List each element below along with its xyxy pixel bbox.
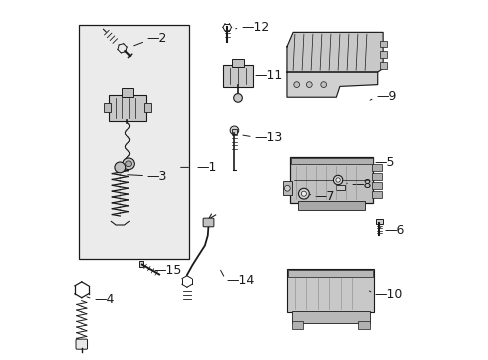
FancyBboxPatch shape bbox=[371, 173, 381, 180]
Circle shape bbox=[320, 82, 326, 87]
FancyBboxPatch shape bbox=[223, 65, 252, 87]
FancyBboxPatch shape bbox=[231, 59, 244, 67]
Text: —13: —13 bbox=[254, 131, 282, 144]
FancyBboxPatch shape bbox=[380, 51, 386, 58]
FancyBboxPatch shape bbox=[290, 158, 372, 164]
Text: —10: —10 bbox=[374, 288, 403, 301]
Text: —8: —8 bbox=[351, 178, 371, 191]
Circle shape bbox=[230, 126, 238, 135]
Circle shape bbox=[115, 162, 125, 173]
FancyBboxPatch shape bbox=[380, 41, 386, 47]
Bar bbox=[79, 25, 188, 259]
FancyBboxPatch shape bbox=[358, 321, 369, 329]
Text: —1: —1 bbox=[196, 161, 216, 174]
Circle shape bbox=[293, 82, 299, 87]
FancyBboxPatch shape bbox=[122, 88, 133, 97]
Circle shape bbox=[335, 178, 340, 182]
FancyBboxPatch shape bbox=[144, 103, 151, 112]
FancyBboxPatch shape bbox=[291, 321, 303, 329]
Text: —7: —7 bbox=[314, 190, 334, 203]
Text: —2: —2 bbox=[146, 32, 166, 45]
Circle shape bbox=[125, 161, 131, 167]
FancyBboxPatch shape bbox=[371, 191, 381, 198]
Text: —12: —12 bbox=[241, 21, 268, 33]
Circle shape bbox=[333, 175, 342, 185]
Circle shape bbox=[122, 158, 134, 170]
Text: —9: —9 bbox=[375, 90, 395, 103]
FancyBboxPatch shape bbox=[289, 157, 373, 203]
Circle shape bbox=[306, 82, 311, 87]
Polygon shape bbox=[286, 72, 377, 97]
Circle shape bbox=[284, 185, 289, 191]
Text: —11: —11 bbox=[254, 69, 282, 82]
Circle shape bbox=[301, 191, 306, 196]
FancyBboxPatch shape bbox=[283, 181, 291, 195]
FancyBboxPatch shape bbox=[139, 261, 142, 267]
FancyBboxPatch shape bbox=[371, 182, 381, 189]
Text: —14: —14 bbox=[226, 274, 254, 287]
FancyBboxPatch shape bbox=[231, 129, 237, 134]
FancyBboxPatch shape bbox=[109, 95, 146, 121]
Polygon shape bbox=[286, 32, 382, 72]
FancyBboxPatch shape bbox=[380, 62, 386, 69]
FancyBboxPatch shape bbox=[371, 164, 381, 171]
Text: —3: —3 bbox=[146, 170, 166, 183]
Text: —6: —6 bbox=[384, 224, 404, 237]
FancyBboxPatch shape bbox=[103, 103, 111, 112]
Text: —15: —15 bbox=[153, 264, 182, 277]
Circle shape bbox=[233, 94, 242, 102]
Circle shape bbox=[298, 188, 309, 199]
FancyBboxPatch shape bbox=[298, 201, 365, 210]
FancyBboxPatch shape bbox=[375, 219, 382, 224]
FancyBboxPatch shape bbox=[335, 185, 344, 190]
Text: —5: —5 bbox=[374, 156, 394, 169]
Text: —4: —4 bbox=[94, 293, 114, 306]
FancyBboxPatch shape bbox=[287, 269, 373, 312]
FancyBboxPatch shape bbox=[291, 311, 369, 323]
FancyBboxPatch shape bbox=[76, 339, 87, 349]
FancyBboxPatch shape bbox=[203, 218, 213, 227]
FancyBboxPatch shape bbox=[287, 270, 373, 277]
